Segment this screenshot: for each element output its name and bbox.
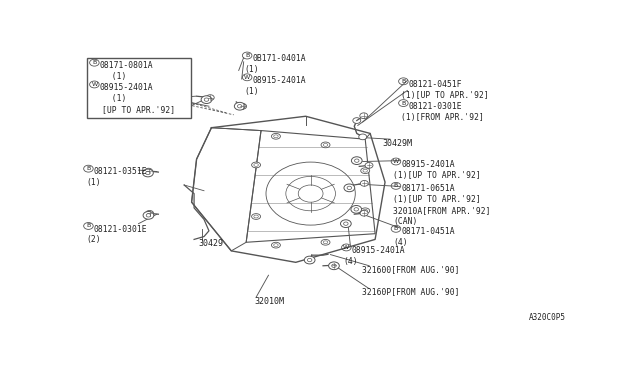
Text: (1)[UP TO APR.'92]: (1)[UP TO APR.'92] xyxy=(401,91,489,100)
Ellipse shape xyxy=(201,96,212,103)
Ellipse shape xyxy=(145,168,152,174)
FancyBboxPatch shape xyxy=(88,58,191,118)
Ellipse shape xyxy=(361,208,370,214)
Text: (1): (1) xyxy=(102,72,126,81)
Ellipse shape xyxy=(234,102,245,110)
Ellipse shape xyxy=(271,242,280,248)
Text: (4): (4) xyxy=(394,238,408,247)
Text: (1)[UP TO APR.'92]: (1)[UP TO APR.'92] xyxy=(394,195,481,204)
Text: 08915-2401A: 08915-2401A xyxy=(401,160,455,169)
Ellipse shape xyxy=(239,103,246,109)
Ellipse shape xyxy=(340,220,351,228)
Text: 0B171-0401A: 0B171-0401A xyxy=(253,54,306,63)
Text: 32010A[FROM APR.'92]: 32010A[FROM APR.'92] xyxy=(394,206,491,215)
Text: 08121-0451F: 08121-0451F xyxy=(409,80,463,89)
Text: 08915-2401A: 08915-2401A xyxy=(100,83,154,92)
Text: W: W xyxy=(244,75,250,80)
Text: B: B xyxy=(401,100,406,106)
Ellipse shape xyxy=(344,184,355,192)
Ellipse shape xyxy=(360,210,368,216)
Text: B: B xyxy=(245,53,249,58)
Text: B: B xyxy=(401,79,406,84)
Text: 08915-2401A: 08915-2401A xyxy=(253,76,306,85)
Text: B: B xyxy=(394,183,398,188)
Text: (1)[UP TO APR.'92]: (1)[UP TO APR.'92] xyxy=(394,171,481,180)
Ellipse shape xyxy=(351,157,362,164)
Ellipse shape xyxy=(351,205,362,213)
Text: W: W xyxy=(393,159,399,164)
Ellipse shape xyxy=(271,134,280,139)
Text: B: B xyxy=(92,60,97,65)
Text: 32160P[FROM AUG.'90]: 32160P[FROM AUG.'90] xyxy=(362,288,460,296)
Text: 30429: 30429 xyxy=(198,240,223,248)
Text: (CAN): (CAN) xyxy=(394,217,418,226)
Text: (2): (2) xyxy=(86,235,100,244)
Ellipse shape xyxy=(143,212,154,219)
Text: (1): (1) xyxy=(244,65,259,74)
Text: 08171-0801A: 08171-0801A xyxy=(100,61,154,70)
Text: 08171-0651A: 08171-0651A xyxy=(401,185,455,193)
Text: (1): (1) xyxy=(102,94,126,103)
Ellipse shape xyxy=(365,163,373,168)
Text: (1): (1) xyxy=(86,178,100,187)
Text: (4): (4) xyxy=(344,257,358,266)
Ellipse shape xyxy=(143,169,154,177)
Ellipse shape xyxy=(206,95,214,100)
Text: W: W xyxy=(92,82,97,87)
Ellipse shape xyxy=(359,134,367,140)
Text: 08121-0351E: 08121-0351E xyxy=(94,167,147,176)
Text: 08121-0301E: 08121-0301E xyxy=(409,102,463,110)
Ellipse shape xyxy=(360,180,368,186)
Text: 30429M: 30429M xyxy=(383,139,413,148)
Text: 08915-2401A: 08915-2401A xyxy=(352,246,405,255)
Text: B: B xyxy=(394,226,398,231)
Ellipse shape xyxy=(353,118,361,124)
Text: B: B xyxy=(86,166,90,171)
Ellipse shape xyxy=(321,142,330,148)
Ellipse shape xyxy=(252,214,260,219)
Ellipse shape xyxy=(146,211,154,216)
Text: 32010M: 32010M xyxy=(255,297,285,306)
Text: W: W xyxy=(343,245,349,250)
Ellipse shape xyxy=(321,240,330,245)
Text: A320C0P5: A320C0P5 xyxy=(529,314,566,323)
Ellipse shape xyxy=(330,262,338,268)
Text: 321600[FROM AUG.'90]: 321600[FROM AUG.'90] xyxy=(362,264,460,274)
Ellipse shape xyxy=(328,262,339,270)
Ellipse shape xyxy=(361,168,370,173)
Text: 08121-0301E: 08121-0301E xyxy=(94,225,147,234)
Ellipse shape xyxy=(304,256,315,264)
Text: [UP TO APR.'92]: [UP TO APR.'92] xyxy=(102,105,175,114)
Ellipse shape xyxy=(252,162,260,168)
Text: 08171-0451A: 08171-0451A xyxy=(401,227,455,236)
Ellipse shape xyxy=(360,113,368,119)
Text: (1)[FROM APR.'92]: (1)[FROM APR.'92] xyxy=(401,112,484,122)
Text: B: B xyxy=(86,224,90,228)
Text: (1): (1) xyxy=(244,87,259,96)
